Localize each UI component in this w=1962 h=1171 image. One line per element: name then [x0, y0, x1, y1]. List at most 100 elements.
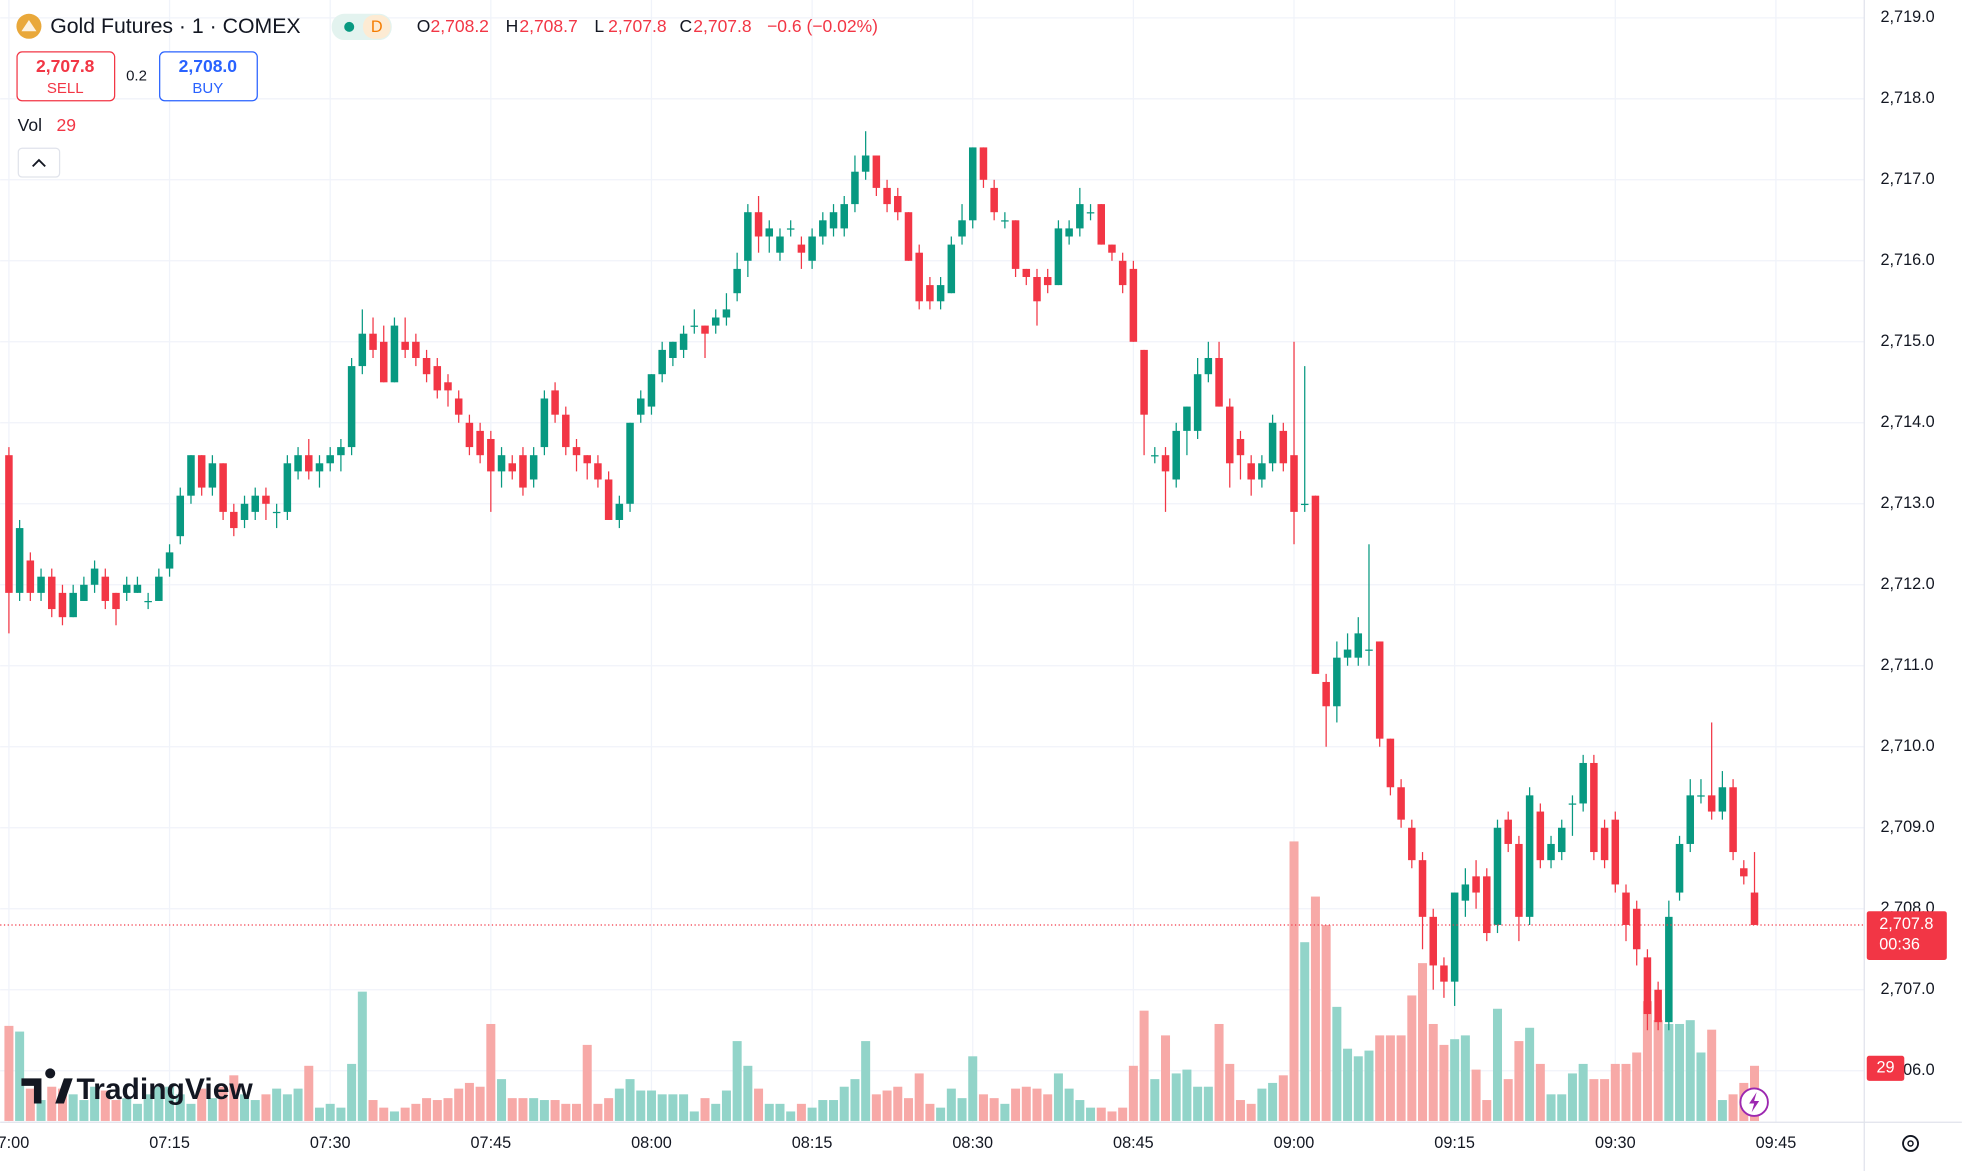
volume-tag: [1866, 1055, 1905, 1081]
candle-body: [1740, 868, 1748, 877]
candle-body: [176, 495, 185, 537]
candle-body: [1226, 406, 1234, 464]
candle-body: [1429, 916, 1437, 966]
candle-body: [626, 422, 634, 504]
candle-body: [647, 374, 656, 407]
volume-bar: [539, 1100, 549, 1121]
volume-bar: [1525, 1027, 1535, 1121]
x-tick-label: 08:30: [952, 1134, 993, 1152]
candle-body: [230, 511, 238, 529]
candle-body: [1408, 827, 1416, 861]
volume-bar: [368, 1100, 378, 1121]
sell-button[interactable]: [16, 51, 116, 102]
candle-body: [851, 171, 859, 205]
volume-bar: [1246, 1103, 1256, 1121]
volume-legend-value: 29: [56, 115, 75, 135]
volume-bar: [871, 1094, 881, 1121]
volume-bar: [1675, 1023, 1685, 1121]
candle-body: [615, 503, 624, 520]
volume-bar: [668, 1094, 678, 1121]
x-tick-label: 09:00: [1274, 1134, 1315, 1152]
volume-bar: [293, 1088, 303, 1121]
candle-body: [1600, 827, 1609, 861]
volume-bar: [1225, 1063, 1235, 1121]
volume-bar: [572, 1103, 582, 1121]
volume-bar: [689, 1111, 699, 1121]
candle-body: [1375, 641, 1384, 739]
candle-body: [208, 463, 217, 488]
volume-bar: [1086, 1107, 1096, 1121]
candle-body: [1547, 843, 1555, 861]
candle-body: [1579, 762, 1587, 804]
candle-body: [1247, 463, 1255, 480]
candle-body: [1076, 204, 1084, 229]
y-tick-label: 2,709.0: [1881, 818, 1935, 836]
change: −0.6 (−0.02%): [767, 16, 878, 36]
volume-bar: [989, 1098, 999, 1121]
candle-body: [679, 333, 688, 350]
candle-body: [1611, 819, 1620, 885]
candle-body: [1461, 884, 1470, 901]
candle-body: [1215, 357, 1223, 407]
candle-body: [1675, 843, 1684, 893]
collapse-button[interactable]: [17, 147, 61, 178]
candle-body: [454, 398, 463, 415]
volume-tag-label: 29: [1876, 1059, 1894, 1077]
ohlc-legend: O 2,708.2 H 2,708.7 L 2,707.8 C 2,707.8: [417, 16, 752, 36]
ohlc-key: H: [506, 16, 519, 36]
candle-body: [1632, 908, 1641, 950]
volume-bar: [282, 1094, 292, 1121]
y-tick-label: 2,713.0: [1881, 494, 1935, 512]
candle-body: [1707, 795, 1716, 812]
x-tick-label: 09:45: [1756, 1134, 1797, 1152]
volume-bar: [1150, 1079, 1160, 1121]
volume-bar: [1696, 1052, 1706, 1121]
volume-bar: [1257, 1088, 1267, 1121]
y-tick-label: 2,707.0: [1881, 980, 1935, 998]
volume-bar: [1439, 1044, 1449, 1121]
volume-bar: [1000, 1103, 1010, 1121]
candle-body: [1140, 349, 1148, 415]
candle-body: [1151, 455, 1159, 457]
candle-body: [936, 285, 945, 302]
candle-body: [465, 422, 474, 448]
volume-bar: [1653, 1020, 1663, 1121]
countdown-label: 00:36: [1879, 935, 1920, 953]
candle-body: [1493, 827, 1502, 925]
volume-bar: [743, 1065, 753, 1121]
candle-body: [69, 592, 77, 618]
candle-body: [1172, 430, 1180, 480]
symbol-title[interactable]: Gold Futures · 1 · COMEX: [50, 14, 300, 38]
volume-bar: [143, 1094, 153, 1121]
candle-body: [369, 333, 377, 350]
settings-button[interactable]: [1902, 1135, 1919, 1152]
candle-body: [251, 495, 259, 512]
volume-bar: [507, 1098, 517, 1121]
candle-body: [1290, 455, 1298, 512]
volume-bar: [432, 1100, 442, 1121]
volume-bar: [903, 1098, 913, 1121]
volume-bar: [422, 1098, 432, 1121]
volume-bar: [250, 1100, 260, 1121]
candle-body: [305, 455, 313, 472]
volume-bar: [604, 1098, 614, 1121]
volume-bar: [679, 1094, 689, 1121]
volume-bar: [561, 1103, 571, 1121]
last-price-label: 2,707.8: [1879, 915, 1933, 933]
candle-body: [1697, 795, 1705, 797]
y-tick-label: 2,718.0: [1881, 89, 1935, 107]
candle-body: [1418, 860, 1427, 917]
volume-bar: [1139, 1010, 1149, 1121]
volume-bar: [1460, 1035, 1470, 1121]
volume-bar: [1375, 1035, 1385, 1121]
candle-body: [990, 187, 998, 213]
candle-body: [1204, 357, 1213, 375]
volume-bar: [1664, 1023, 1674, 1121]
volume-bar: [550, 1100, 560, 1121]
buy-button[interactable]: [159, 51, 258, 102]
buy-label: BUY: [192, 80, 223, 97]
volume-bar: [786, 1111, 796, 1121]
candle-body: [776, 236, 784, 253]
volume-bar: [4, 1025, 14, 1121]
candle-body: [733, 268, 741, 294]
